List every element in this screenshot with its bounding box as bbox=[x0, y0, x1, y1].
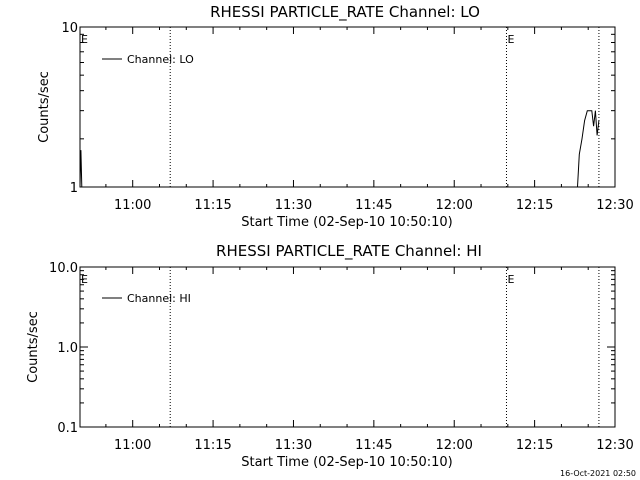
x-tick-label-hi: 12:00 bbox=[435, 438, 472, 453]
eclipse-marker-hi: E bbox=[507, 273, 514, 286]
y-tick-label-hi: 1.0 bbox=[57, 341, 78, 356]
x-tick-label-lo: 12:15 bbox=[516, 198, 553, 213]
legend-label-hi: Channel: HI bbox=[127, 292, 191, 305]
chart-title-hi: RHESSI PARTICLE_RATE Channel: HI bbox=[216, 242, 482, 261]
y-axis-label-hi: Counts/sec bbox=[26, 311, 41, 383]
x-tick-label-lo: 11:00 bbox=[114, 198, 151, 213]
x-tick-label-hi: 12:30 bbox=[596, 438, 633, 453]
chart-title-lo: RHESSI PARTICLE_RATE Channel: LO bbox=[210, 3, 480, 22]
x-tick-label-lo: 12:00 bbox=[435, 198, 472, 213]
x-axis-label-lo: Start Time (02-Sep-10 10:50:10) bbox=[241, 215, 452, 230]
eclipse-marker-hi: E bbox=[81, 273, 88, 286]
x-tick-label-lo: 11:15 bbox=[194, 198, 231, 213]
x-tick-label-lo: 11:45 bbox=[355, 198, 392, 213]
x-tick-label-hi: 11:00 bbox=[114, 438, 151, 453]
x-tick-label-hi: 11:15 bbox=[194, 438, 231, 453]
x-tick-label-lo: 11:30 bbox=[275, 198, 312, 213]
eclipse-marker-lo: E bbox=[507, 33, 514, 46]
eclipse-marker-lo: E bbox=[81, 33, 88, 46]
timestamp: 16-Oct-2021 02:50 bbox=[560, 469, 636, 478]
y-tick-label-lo: 1 bbox=[70, 181, 78, 196]
y-axis-label-lo: Counts/sec bbox=[37, 71, 52, 143]
x-axis-label-hi: Start Time (02-Sep-10 10:50:10) bbox=[241, 455, 452, 470]
x-tick-label-hi: 11:30 bbox=[275, 438, 312, 453]
y-tick-label-hi: 0.1 bbox=[57, 421, 78, 436]
x-tick-label-lo: 12:30 bbox=[596, 198, 633, 213]
series-line-lo bbox=[79, 150, 83, 188]
x-tick-label-hi: 12:15 bbox=[516, 438, 553, 453]
x-tick-label-hi: 11:45 bbox=[355, 438, 392, 453]
plot-frame-hi bbox=[79, 266, 616, 428]
legend-label-lo: Channel: LO bbox=[127, 53, 194, 66]
series-line-lo bbox=[577, 110, 600, 188]
y-tick-label-hi: 10.0 bbox=[49, 261, 78, 276]
y-tick-label-lo: 10 bbox=[61, 21, 78, 36]
plot-frame-lo bbox=[79, 26, 616, 188]
